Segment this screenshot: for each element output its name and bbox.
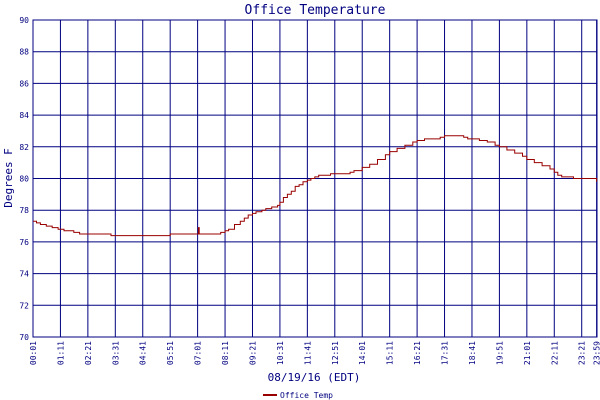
x-tick-label: 15:11 <box>386 341 395 365</box>
y-tick-label: 86 <box>19 79 29 88</box>
y-tick-label: 84 <box>19 111 29 120</box>
x-tick-label: 23:21 <box>578 341 587 365</box>
x-tick-label: 03:31 <box>111 341 120 365</box>
x-tick-label: 09:21 <box>248 341 257 365</box>
x-tick-label: 07:01 <box>194 341 203 365</box>
y-tick-label: 72 <box>19 301 29 310</box>
y-axis-label: Degrees F <box>2 148 15 208</box>
y-tick-label: 88 <box>19 48 29 57</box>
x-axis-label: 08/19/16 (EDT) <box>268 371 361 384</box>
y-tick-label: 74 <box>19 270 29 279</box>
x-tick-label: 01:11 <box>56 341 65 365</box>
x-tick-label: 02:21 <box>84 341 93 365</box>
y-tick-label: 78 <box>19 206 29 215</box>
x-tick-label: 18:41 <box>468 341 477 365</box>
series-layer <box>33 135 598 237</box>
x-tick-label: 22:11 <box>550 341 559 365</box>
x-tick-label: 23:59 <box>593 341 600 365</box>
series-line <box>33 135 598 237</box>
x-tick-label: 21:01 <box>523 341 532 365</box>
x-axis-ticks: 00:01 01:11 02:21 03:31 04:41 05:51 07:01 08:11… <box>29 341 600 365</box>
legend-label: Office Temp <box>280 391 333 400</box>
y-tick-label: 70 <box>19 333 29 342</box>
x-tick-label: 08:11 <box>221 341 230 365</box>
x-tick-label: 17:31 <box>441 341 450 365</box>
y-tick-label: 80 <box>19 175 29 184</box>
chart-title: Office Temperature <box>245 3 386 18</box>
x-tick-label: 04:41 <box>139 341 148 365</box>
x-tick-label: 10:31 <box>276 341 285 365</box>
x-tick-label: 19:51 <box>495 341 504 365</box>
x-tick-label: 12:51 <box>331 341 340 365</box>
y-tick-label: 90 <box>19 16 29 25</box>
chart-grid <box>32 19 598 338</box>
x-tick-label: 16:21 <box>413 341 422 365</box>
x-tick-label: 14:01 <box>358 341 367 365</box>
y-tick-label: 82 <box>19 143 29 152</box>
y-tick-label: 76 <box>19 238 29 247</box>
y-axis-ticks: 70 72 74 76 78 80 82 84 86 88 90 <box>19 16 29 342</box>
x-tick-label: 00:01 <box>29 341 38 365</box>
x-tick-label: 05:51 <box>166 341 175 365</box>
x-tick-label: 11:41 <box>303 341 312 365</box>
legend: Office Temp <box>263 391 333 400</box>
